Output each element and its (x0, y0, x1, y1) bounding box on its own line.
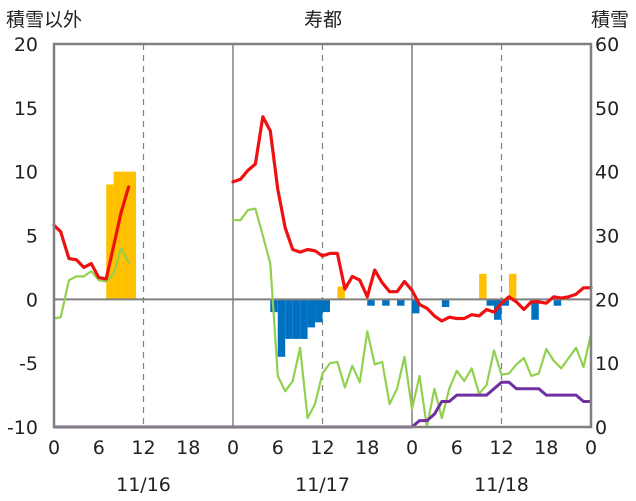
x-hour-tick-label: 18 (534, 437, 558, 459)
left-tick-label: 5 (26, 226, 38, 248)
x-date-label: 11/16 (116, 474, 171, 496)
x-date-label: 11/17 (295, 474, 350, 496)
snow-decrease-bar (531, 299, 539, 320)
right-tick-label: 40 (595, 162, 619, 184)
temperature-line (231, 115, 593, 323)
snow-decrease-bar (307, 299, 316, 328)
x-hour-tick-label: 0 (585, 437, 597, 459)
right-tick-label: 30 (595, 226, 619, 248)
snowfall-bar (508, 273, 517, 300)
snowfall-bar (121, 171, 129, 300)
snow-decrease-bar (412, 299, 420, 314)
x-hour-tick-label: 18 (355, 437, 379, 459)
right-tick-label: 60 (595, 34, 619, 56)
snow-decrease-bar (486, 299, 495, 306)
snow-decrease-bar (553, 299, 562, 306)
left-tick-label: -10 (7, 417, 38, 439)
snow-decrease-bar (441, 299, 450, 307)
snow-decrease-bar (300, 299, 308, 339)
right-tick-label: 50 (595, 98, 619, 120)
left-axis-label: 積雪以外 (6, 9, 82, 31)
snow-decrease-bar (367, 299, 375, 306)
left-tick-label: 20 (14, 34, 38, 56)
left-tick-label: 15 (14, 98, 38, 120)
snowfall-bar (337, 286, 345, 300)
snow-decrease-bar (292, 299, 301, 339)
green-line-series (52, 247, 130, 320)
grid-lines (142, 44, 503, 427)
snow-depth-line (54, 380, 591, 429)
x-hour-tick-label: 0 (227, 437, 239, 459)
x-hour-tick-label: 6 (272, 437, 284, 459)
left-tick-label: 0 (26, 289, 38, 311)
x-hour-tick-label: 12 (131, 437, 155, 459)
snow-decrease-bar (397, 299, 405, 306)
left-tick-label: -5 (19, 353, 38, 375)
temperature-line (52, 185, 131, 281)
right-tick-label: 0 (595, 417, 607, 439)
snowfall-bar (106, 184, 114, 300)
x-hour-tick-label: 0 (406, 437, 418, 459)
x-hour-tick-label: 12 (310, 437, 334, 459)
x-hour-tick-label: 0 (48, 437, 60, 459)
x-hour-tick-label: 18 (176, 437, 200, 459)
line-series (52, 115, 593, 429)
x-hour-tick-label: 6 (93, 437, 105, 459)
snow-decrease-bar (285, 299, 293, 339)
right-tick-label: 20 (595, 289, 619, 311)
snow-decrease-bar (315, 299, 323, 323)
snow-decrease-bar (322, 299, 330, 313)
snowfall-bar (479, 273, 487, 300)
chart-title: 寿都 (304, 9, 342, 31)
snow-decrease-bar (277, 299, 286, 357)
left-tick-label: 10 (14, 162, 38, 184)
snowfall-bar (128, 171, 137, 300)
plot-frame (52, 42, 593, 429)
right-tick-label: 10 (595, 353, 619, 375)
x-hour-tick-label: 6 (451, 437, 463, 459)
green-line-series (231, 207, 593, 429)
bar-series (106, 171, 562, 357)
right-axis-label: 積雪 (591, 9, 629, 31)
snow-decrease-bar (501, 299, 509, 306)
snow-decrease-bar (382, 299, 390, 306)
x-hour-tick-label: 12 (489, 437, 513, 459)
x-date-label: 11/18 (474, 474, 529, 496)
plot-frame-group (52, 42, 593, 429)
